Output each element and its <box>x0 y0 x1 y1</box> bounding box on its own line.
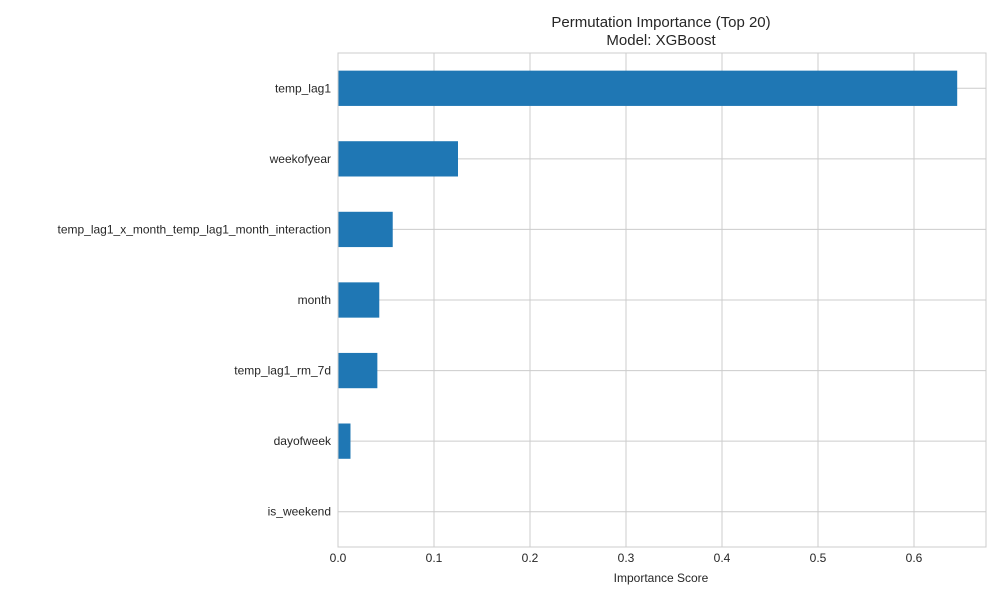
x-tick-label: 0.4 <box>714 551 731 565</box>
bar <box>338 423 351 459</box>
x-tick-labels: 0.0 0.1 0.2 0.3 0.4 0.5 0.6 <box>330 551 923 565</box>
grid-lines <box>337 53 986 547</box>
x-tick-label: 0.0 <box>330 551 347 565</box>
x-tick-label: 0.5 <box>810 551 827 565</box>
x-tick-label: 0.6 <box>906 551 923 565</box>
y-tick-label: temp_lag1_x_month_temp_lag1_month_intera… <box>57 222 331 236</box>
x-tick-label: 0.2 <box>522 551 539 565</box>
plot-frame <box>337 52 987 548</box>
x-tick-label: 0.3 <box>618 551 635 565</box>
y-tick-label: temp_lag1 <box>275 81 331 95</box>
chart-title: Permutation Importance (Top 20) <box>551 14 770 31</box>
x-axis-label: Importance Score <box>614 571 709 585</box>
bars <box>338 70 958 459</box>
bar <box>338 352 378 389</box>
y-tick-label: dayofweek <box>274 434 332 448</box>
bar <box>338 282 380 318</box>
bar <box>338 211 393 248</box>
y-tick-label: month <box>298 293 331 307</box>
y-tick-label: temp_lag1_rm_7d <box>234 364 331 378</box>
bar <box>338 141 458 177</box>
x-tick-label: 0.1 <box>426 551 443 565</box>
chart-subtitle: Model: XGBoost <box>606 32 716 49</box>
y-tick-label: is_weekend <box>268 505 331 519</box>
y-tick-label: weekofyear <box>269 152 331 166</box>
bar <box>338 70 958 106</box>
y-tick-labels: temp_lag1 weekofyear temp_lag1_x_month_tem… <box>57 81 332 518</box>
